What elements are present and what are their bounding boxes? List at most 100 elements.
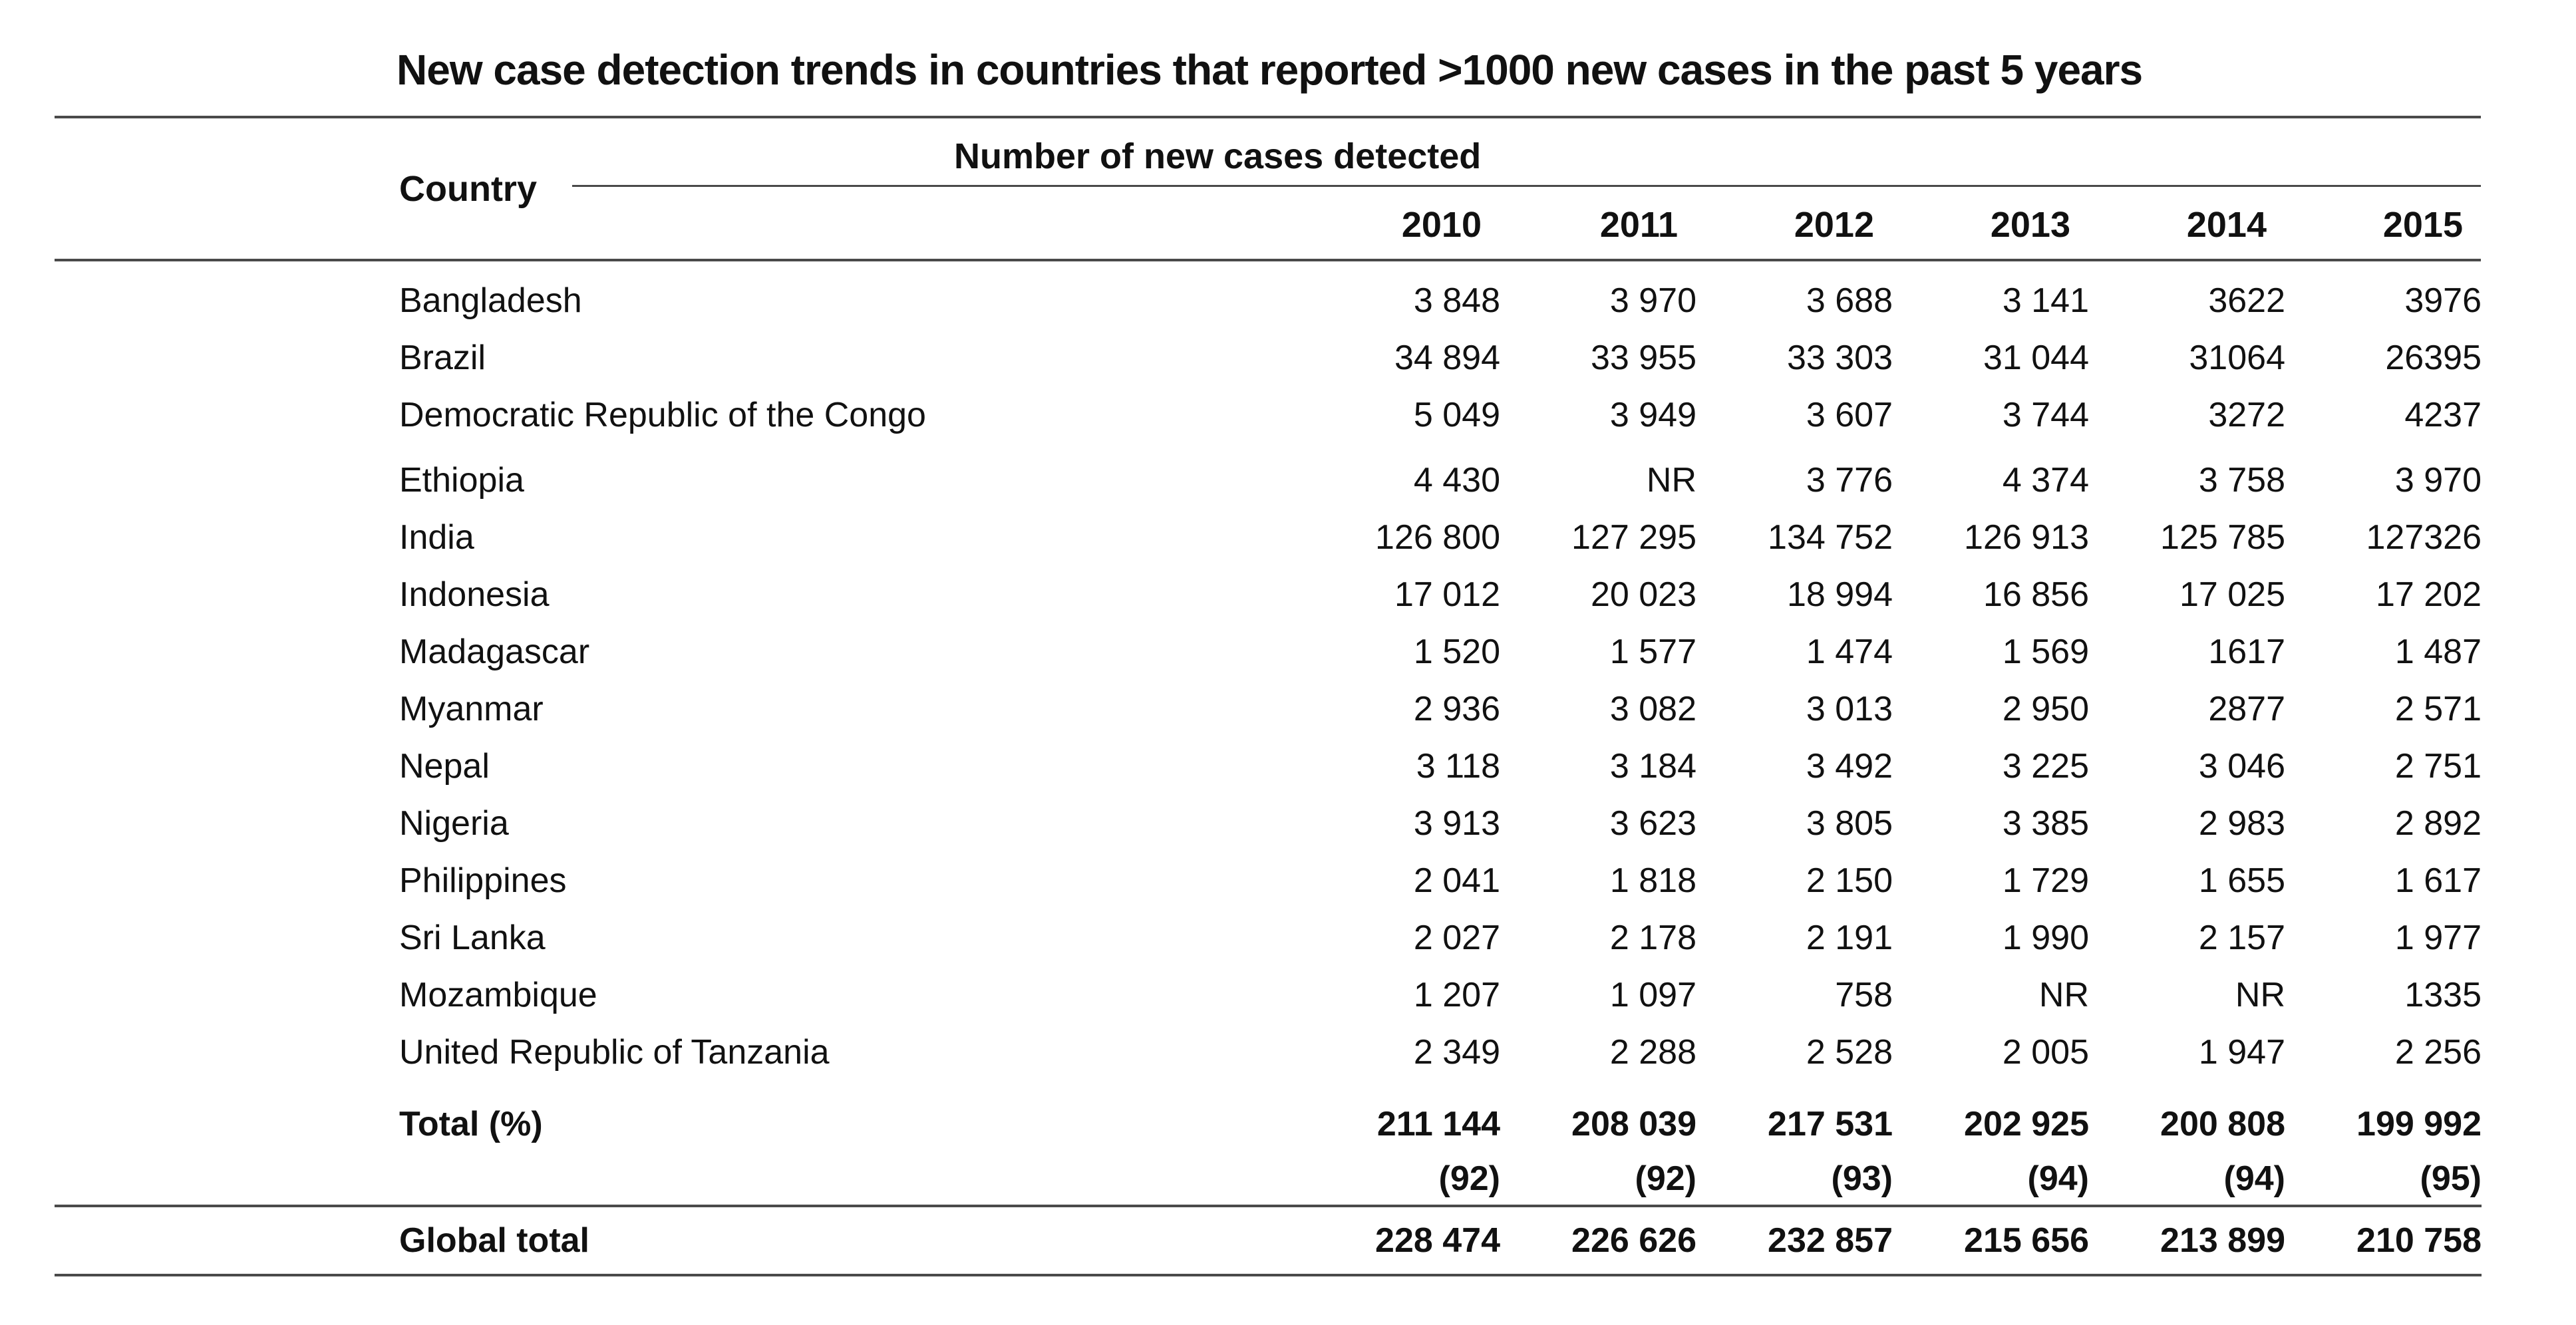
year-header: 2010 [1401, 205, 1482, 245]
table-row: Myanmar 2 936 3 082 3 013 2 950 2877 2 5… [55, 680, 2482, 738]
value-cell: 3 013 [1806, 690, 1893, 728]
gutter-cell [55, 909, 399, 966]
value-cell: 3 758 [2198, 461, 2285, 500]
value-cell: 3 913 [1413, 804, 1500, 843]
value-cell: 127326 [2366, 518, 2482, 557]
country-cell: Mozambique [399, 976, 597, 1014]
value-cell: 3 623 [1609, 804, 1696, 843]
table-row: Madagascar 1 520 1 577 1 474 1 569 1617 … [55, 623, 2482, 680]
year-header: 2011 [1599, 205, 1678, 245]
data-table: Country Number of new cases detected 201… [55, 116, 2482, 1276]
value-cell: 1335 [2404, 976, 2482, 1014]
gutter-cell [55, 386, 399, 444]
value-cell: 1 520 [1413, 633, 1500, 671]
value-cell: 4 430 [1413, 461, 1500, 500]
value-cell: 1 818 [1609, 861, 1696, 900]
country-cell: Philippines [399, 861, 567, 900]
value-cell: 2 936 [1413, 690, 1500, 728]
country-cell: Indonesia [399, 575, 550, 614]
value-cell: 1 947 [2198, 1033, 2285, 1072]
total-value-cell: 200 808 [2160, 1105, 2285, 1143]
percent-value-cell: (95) [2420, 1159, 2482, 1198]
table-body: Bangladesh 3 848 3 970 3 688 3 141 3622 … [55, 261, 2482, 1276]
value-cell: 1 990 [2002, 919, 2089, 957]
value-cell: 18 994 [1786, 575, 1893, 614]
table-row: Ethiopia 4 430 NR 3 776 4 374 3 758 3 97… [55, 452, 2482, 509]
gutter-cell [55, 795, 399, 852]
total-label: Total (%) [399, 1105, 543, 1143]
global-value-cell: 228 474 [1304, 1205, 1500, 1276]
value-cell: 33 303 [1786, 339, 1893, 377]
value-cell: 16 856 [1983, 575, 2089, 614]
global-value-cell: 232 857 [1696, 1205, 1893, 1276]
percent-value-cell: (93) [1831, 1159, 1893, 1198]
global-value-cell: 215 656 [1893, 1205, 2089, 1276]
table-row: United Republic of Tanzania 2 349 2 288 … [55, 1024, 2482, 1081]
value-cell: 3 970 [2394, 461, 2482, 500]
table-header: Country Number of new cases detected 201… [55, 116, 2481, 261]
country-cell: Nigeria [399, 804, 509, 843]
value-cell: 3 688 [1806, 281, 1893, 320]
value-cell: 17 202 [2375, 575, 2482, 614]
value-cell: 2 041 [1413, 861, 1500, 900]
value-cell: 1 617 [2394, 861, 2482, 900]
value-cell: 126 800 [1375, 518, 1500, 557]
value-cell: 1617 [2208, 633, 2285, 671]
value-cell: 2 256 [2394, 1033, 2482, 1072]
table-row: Mozambique 1 207 1 097 758 NR NR 1335 [55, 966, 2482, 1024]
value-cell: 17 025 [2179, 575, 2285, 614]
country-cell: United Republic of Tanzania [399, 1033, 830, 1072]
total-value-cell: 199 992 [2356, 1105, 2482, 1143]
table-row: Sri Lanka 2 027 2 178 2 191 1 990 2 157 … [55, 909, 2482, 966]
total-value-cell: 217 531 [1768, 1105, 1893, 1143]
country-column-header: Country [399, 168, 537, 209]
value-cell: 2 178 [1609, 919, 1696, 957]
value-cell: 4237 [2404, 396, 2482, 434]
value-cell: 758 [1835, 976, 1893, 1014]
spacer-row [55, 1081, 2482, 1096]
country-cell: Brazil [399, 339, 486, 377]
value-cell: 2 751 [2394, 747, 2482, 786]
value-cell: NR [1646, 461, 1696, 500]
value-cell: 2 571 [2394, 690, 2482, 728]
percent-value-cell: (92) [1438, 1159, 1500, 1198]
spacer-row [55, 444, 2482, 452]
gutter-cell [55, 509, 399, 566]
country-cell: Ethiopia [399, 461, 524, 500]
value-cell: 2 150 [1806, 861, 1893, 900]
country-cell: India [399, 518, 474, 557]
percent-value-cell: (94) [2027, 1159, 2089, 1198]
value-cell: 2 950 [2002, 690, 2089, 728]
spacer-row [55, 261, 2482, 272]
value-cell: 3 184 [1609, 747, 1696, 786]
value-cell: 31 044 [1983, 339, 2089, 377]
table-title: New case detection trends in countries t… [397, 46, 2143, 94]
value-cell: 2 983 [2198, 804, 2285, 843]
value-cell: 134 752 [1768, 518, 1893, 557]
value-cell: 3622 [2208, 281, 2285, 320]
value-cell: 3 118 [1416, 747, 1500, 786]
gutter-cell [55, 623, 399, 680]
value-cell: 127 295 [1571, 518, 1696, 557]
value-cell: 2 027 [1413, 919, 1500, 957]
gutter-cell [55, 329, 399, 386]
gutter-cell [55, 272, 399, 329]
value-cell: 3 848 [1413, 281, 1500, 320]
table-row: Nepal 3 118 3 184 3 492 3 225 3 046 2 75… [55, 738, 2482, 795]
global-total-label: Global total [399, 1205, 1304, 1276]
table-row: Bangladesh 3 848 3 970 3 688 3 141 3622 … [55, 272, 2482, 329]
value-cell: 3 970 [1609, 281, 1696, 320]
value-cell: 2877 [2208, 690, 2285, 728]
country-cell: Nepal [399, 747, 490, 786]
year-header: 2014 [2186, 205, 2267, 245]
value-cell: 3 607 [1806, 396, 1893, 434]
percent-label-cell [399, 1153, 1304, 1206]
value-cell: 2 191 [1806, 919, 1893, 957]
total-value-cell: 208 039 [1571, 1105, 1696, 1143]
value-cell: 1 569 [2002, 633, 2089, 671]
value-cell: 2 349 [1413, 1033, 1500, 1072]
country-cell: Democratic Republic of the Congo [399, 396, 926, 434]
value-cell: 3976 [2404, 281, 2482, 320]
table-row: Democratic Republic of the Congo 5 049 3… [55, 386, 2482, 444]
